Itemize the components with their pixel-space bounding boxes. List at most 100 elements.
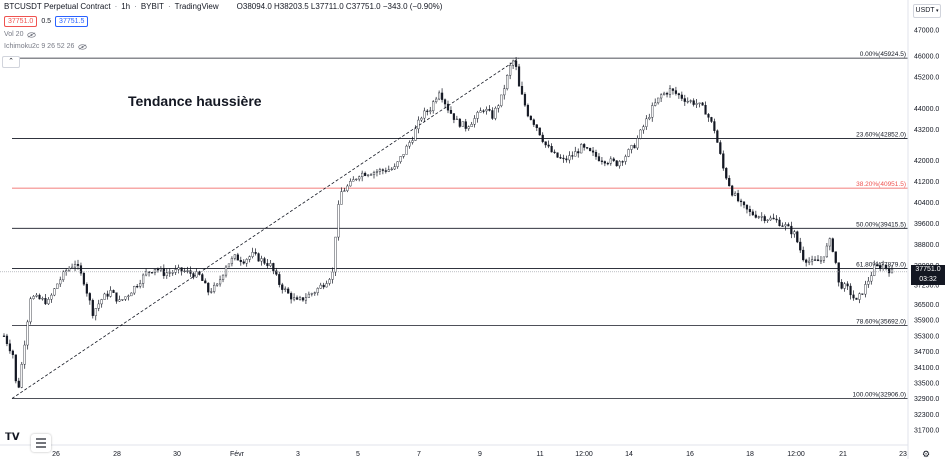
candle-body <box>50 294 53 300</box>
eye-hidden-icon[interactable] <box>27 31 37 38</box>
candle-body <box>766 219 769 221</box>
candle-body <box>266 263 269 267</box>
candle-body <box>506 75 509 89</box>
platform-label: TradingView <box>174 2 219 11</box>
candle-body <box>364 172 367 176</box>
tradingview-logo-icon[interactable]: 𝗧𝗩 <box>5 432 20 443</box>
candle-body <box>438 92 441 100</box>
candle-body <box>624 156 627 162</box>
time-axis-tick: 30 <box>173 451 181 458</box>
candle-body <box>736 193 740 202</box>
candle-body <box>654 102 657 106</box>
candle-body <box>790 225 793 235</box>
candle-body <box>890 268 894 274</box>
trendline-segment[interactable] <box>11 57 520 399</box>
candle-body <box>26 321 29 346</box>
exchange-label: BYBIT <box>140 2 164 11</box>
candle-body <box>580 144 583 154</box>
interval-label[interactable]: 1h <box>121 2 131 11</box>
candle-body <box>159 268 162 271</box>
candle-body <box>559 157 562 159</box>
settings-gear-icon[interactable]: ⚙ <box>922 449 931 459</box>
candle-body <box>645 118 648 127</box>
price-axis-tick: 40400.0 <box>914 200 939 207</box>
candle-body <box>29 298 32 323</box>
candle-body <box>118 299 121 302</box>
trendline[interactable] <box>11 57 520 399</box>
time-axis-tick: 28 <box>113 451 121 458</box>
time-axis-tick: 9 <box>478 451 482 458</box>
price-axis-tick: 35300.0 <box>914 333 939 340</box>
candle-body <box>816 259 820 262</box>
candle-body <box>384 170 387 172</box>
candle-body <box>802 249 805 261</box>
ohlc-values: O38094.0 H38203.5 L37711.0 C37751.0 −343… <box>236 2 443 11</box>
candle-body <box>248 256 251 260</box>
candle-body <box>343 190 346 192</box>
candle-body <box>870 275 873 282</box>
candle-body <box>313 292 316 294</box>
last-price-tag: 37751.0 03:32 <box>911 264 945 285</box>
price-axis[interactable]: 47000.0 46000.0 45200.0 44000.0 43200.0 42000… <box>914 28 939 435</box>
sell-button[interactable]: 37751.0 <box>4 16 38 27</box>
candle-body <box>257 253 260 262</box>
time-axis[interactable]: 26 28 30 Févr 3 5 7 9 11 12:00 14 16 18 12:00 21 23 <box>52 451 907 458</box>
candle-body <box>532 119 535 125</box>
time-axis-tick: 26 <box>52 451 60 458</box>
candle-body <box>375 171 379 173</box>
candle-body <box>476 112 479 119</box>
candle-body <box>568 155 571 161</box>
candle-body <box>177 267 180 270</box>
candle-body <box>651 105 654 118</box>
chart-annotation[interactable]: Tendance haussière <box>128 93 262 109</box>
candle-body <box>668 88 672 95</box>
candle-body <box>423 110 426 119</box>
candle-body <box>390 168 393 171</box>
candle-body <box>171 272 174 274</box>
indicator-ichimoku[interactable]: Ichimoku2c 9 26 52 26 <box>4 43 88 50</box>
time-axis-tick: 12:00 <box>575 451 593 458</box>
buy-button[interactable]: 37751.5 <box>55 16 89 27</box>
candle-body <box>689 100 692 102</box>
candle-body <box>405 145 408 155</box>
eye-hidden-icon[interactable] <box>78 43 88 50</box>
symbol-label[interactable]: BTCUSDT Perpetual Contract <box>4 2 111 11</box>
indicator-vol[interactable]: Vol 20 <box>4 31 37 38</box>
chart-menu-button[interactable] <box>31 434 51 452</box>
candle-body <box>295 297 299 300</box>
candle-body <box>520 86 524 95</box>
candle-body <box>361 172 364 178</box>
candle-body <box>216 283 219 286</box>
candle-body <box>79 265 83 274</box>
candle-body <box>68 268 71 271</box>
candles <box>2 57 894 389</box>
candle-body <box>665 92 669 95</box>
candle-body <box>526 104 530 117</box>
candle-body <box>443 99 447 105</box>
candle-body <box>541 134 544 142</box>
candle-body <box>603 161 606 164</box>
candle-body <box>210 291 213 293</box>
candle-body <box>440 92 444 100</box>
candle-body <box>796 231 799 243</box>
price-axis-tick: 35900.0 <box>914 318 939 325</box>
candle-body <box>162 268 165 276</box>
candle-body <box>583 144 586 148</box>
candle-body <box>550 146 553 153</box>
candle-body <box>156 269 160 271</box>
collapse-legend-button[interactable]: ⌃ <box>2 56 20 68</box>
candle-body <box>473 118 476 125</box>
time-axis-tick: 11 <box>536 451 543 458</box>
candle-body <box>840 282 843 289</box>
candle-body <box>393 166 396 170</box>
candle-body <box>612 158 615 161</box>
candle-body <box>381 169 384 171</box>
candle-body <box>642 126 645 131</box>
candle-body <box>11 350 14 355</box>
currency-selector[interactable]: USDT ▾ <box>913 4 941 18</box>
price-axis-tick: 45200.0 <box>914 75 939 82</box>
candle-body <box>290 293 293 300</box>
candle-body <box>813 259 817 261</box>
currency-label: USDT <box>915 7 935 14</box>
